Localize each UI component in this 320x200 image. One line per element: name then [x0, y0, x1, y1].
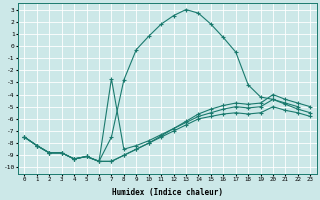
X-axis label: Humidex (Indice chaleur): Humidex (Indice chaleur) — [112, 188, 223, 197]
